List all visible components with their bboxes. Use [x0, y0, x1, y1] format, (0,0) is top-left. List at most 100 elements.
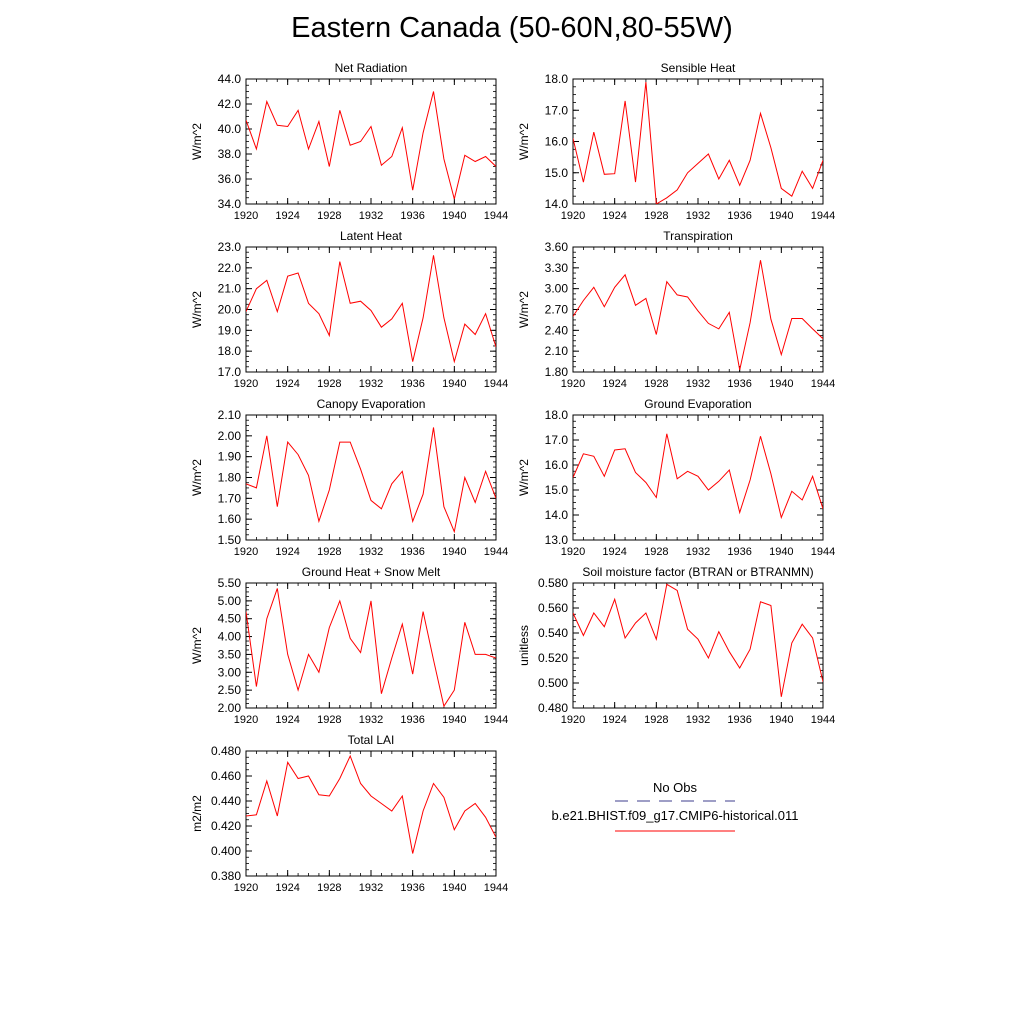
- y-tick-label: 1.80: [545, 365, 569, 379]
- panel-frame-sensible-heat: [572, 78, 824, 205]
- x-tick-label: 1940: [442, 882, 466, 894]
- x-tick-label: 1932: [359, 378, 383, 390]
- x-tick-label: 1924: [275, 210, 299, 222]
- y-tick-label: 1.70: [218, 491, 242, 505]
- panel-transpiration: Transpiration W/m^2 1.80 2.10 2.40 2.70 3.00 3.…: [517, 229, 835, 390]
- x-tick-label: 1928: [644, 210, 668, 222]
- x-tick-label: 1920: [234, 378, 258, 390]
- panel-title-sensible-heat: Sensible Heat: [661, 61, 736, 75]
- y-axis-label-transpiration: W/m^2: [517, 291, 531, 328]
- panel-title-total-lai: Total LAI: [348, 733, 395, 747]
- panel-ground-evaporation: Ground Evaporation W/m^2 13.0 14.0 15.0 16.0 1…: [517, 397, 835, 558]
- x-tick-label: 1932: [359, 882, 383, 894]
- x-tick-label: 1936: [727, 378, 751, 390]
- x-tick-label: 1920: [561, 714, 585, 726]
- y-tick-label: 0.520: [538, 651, 568, 665]
- y-tick-label: 1.50: [218, 533, 242, 547]
- panel-frame-total-lai: [245, 750, 497, 877]
- panel-title-ground-heat-snow-melt: Ground Heat + Snow Melt: [302, 565, 441, 579]
- panel-title-canopy-evaporation: Canopy Evaporation: [317, 397, 426, 411]
- x-tick-label: 1920: [234, 714, 258, 726]
- x-tick-label: 1932: [359, 546, 383, 558]
- x-tick-label: 1936: [727, 546, 751, 558]
- x-tick-label: 1936: [400, 714, 424, 726]
- y-tick-label: 38.0: [218, 147, 242, 161]
- y-tick-label: 3.00: [218, 665, 242, 679]
- y-tick-label: 0.420: [211, 819, 241, 833]
- x-tick-label: 1932: [686, 546, 710, 558]
- figure-title: Eastern Canada (50-60N,80-55W): [291, 12, 733, 44]
- x-tick-label: 1936: [400, 378, 424, 390]
- y-tick-label: 0.460: [211, 769, 241, 783]
- series-line-ground-heat-snow-melt: [246, 588, 496, 708]
- x-tick-label: 1920: [234, 882, 258, 894]
- y-axis-label-net-radiation: W/m^2: [190, 123, 204, 160]
- x-tick-label: 1924: [275, 714, 299, 726]
- panel-title-transpiration: Transpiration: [663, 229, 733, 243]
- x-tick-label: 1944: [484, 882, 508, 894]
- y-tick-label: 20.0: [218, 303, 242, 317]
- x-tick-label: 1944: [484, 714, 508, 726]
- y-tick-label: 3.50: [218, 647, 242, 661]
- series-line-soil-moisture-factor-btran-or-btranmn: [573, 583, 823, 697]
- x-tick-label: 1928: [317, 210, 341, 222]
- y-tick-label: 18.0: [545, 408, 569, 422]
- y-tick-label: 1.90: [218, 450, 242, 464]
- panel-latent-heat: Latent Heat W/m^2 17.0 18.0 19.0 20.0 21.0 22.0…: [190, 229, 508, 390]
- x-tick-label: 1920: [234, 210, 258, 222]
- x-tick-label: 1940: [769, 378, 793, 390]
- y-tick-label: 4.00: [218, 630, 242, 644]
- panel-title-net-radiation: Net Radiation: [335, 61, 408, 75]
- series-line-latent-heat: [246, 255, 496, 364]
- series-line-ground-evaporation: [573, 433, 823, 520]
- panel-sensible-heat: Sensible Heat W/m^2 14.0 15.0 16.0 17.0 18.0 19…: [517, 61, 835, 222]
- y-tick-label: 0.560: [538, 601, 568, 615]
- x-tick-label: 1924: [602, 210, 626, 222]
- y-tick-label: 3.00: [545, 282, 569, 296]
- x-tick-label: 1944: [811, 546, 835, 558]
- x-tick-label: 1944: [484, 546, 508, 558]
- y-tick-label: 0.540: [538, 626, 568, 640]
- series-line-transpiration: [573, 260, 823, 371]
- y-axis-label-ground-evaporation: W/m^2: [517, 459, 531, 496]
- y-tick-label: 15.0: [545, 483, 569, 497]
- y-tick-label: 44.0: [218, 72, 242, 86]
- y-tick-label: 0.380: [211, 869, 241, 883]
- panel-frame-transpiration: [572, 246, 824, 373]
- x-tick-label: 1940: [769, 546, 793, 558]
- series-line-net-radiation: [246, 91, 496, 200]
- x-tick-label: 1928: [317, 714, 341, 726]
- y-tick-label: 1.60: [218, 512, 242, 526]
- x-tick-label: 1932: [686, 378, 710, 390]
- panel-frame-latent-heat: [245, 246, 497, 373]
- series-line-sensible-heat: [573, 82, 823, 204]
- x-tick-label: 1928: [644, 546, 668, 558]
- x-tick-label: 1924: [275, 546, 299, 558]
- y-tick-label: 0.400: [211, 844, 241, 858]
- panels-group: Net Radiation W/m^2 34.0 36.0 38.0 40.0 42.0 44…: [190, 61, 835, 894]
- x-tick-label: 1944: [484, 210, 508, 222]
- panel-total-lai: Total LAI m2/m2 0.380 0.400 0.420 0.440 0.460 0…: [190, 733, 508, 894]
- y-tick-label: 1.80: [218, 471, 242, 485]
- x-tick-label: 1936: [727, 210, 751, 222]
- y-tick-label: 2.00: [218, 429, 242, 443]
- panel-title-soil-moisture-factor-btran-or-btranmn: Soil moisture factor (BTRAN or BTRANMN): [582, 565, 813, 579]
- x-tick-label: 1940: [769, 714, 793, 726]
- y-tick-label: 0.480: [211, 744, 241, 758]
- y-tick-label: 19.0: [218, 323, 242, 337]
- y-axis-label-ground-heat-snow-melt: W/m^2: [190, 627, 204, 664]
- panel-frame-canopy-evaporation: [245, 414, 497, 541]
- y-axis-label-total-lai: m2/m2: [190, 795, 204, 832]
- panel-frame-soil-moisture-factor-btran-or-btranmn: [572, 582, 824, 709]
- panel-frame-ground-evaporation: [572, 414, 824, 541]
- x-tick-label: 1920: [234, 546, 258, 558]
- y-axis-label-latent-heat: W/m^2: [190, 291, 204, 328]
- x-tick-label: 1920: [561, 546, 585, 558]
- x-tick-label: 1932: [686, 714, 710, 726]
- x-tick-label: 1924: [275, 882, 299, 894]
- x-tick-label: 1928: [317, 378, 341, 390]
- panel-canopy-evaporation: Canopy Evaporation W/m^2 1.50 1.60 1.70 1.80 1…: [190, 397, 508, 558]
- x-tick-label: 1940: [442, 210, 466, 222]
- y-tick-label: 15.0: [545, 166, 569, 180]
